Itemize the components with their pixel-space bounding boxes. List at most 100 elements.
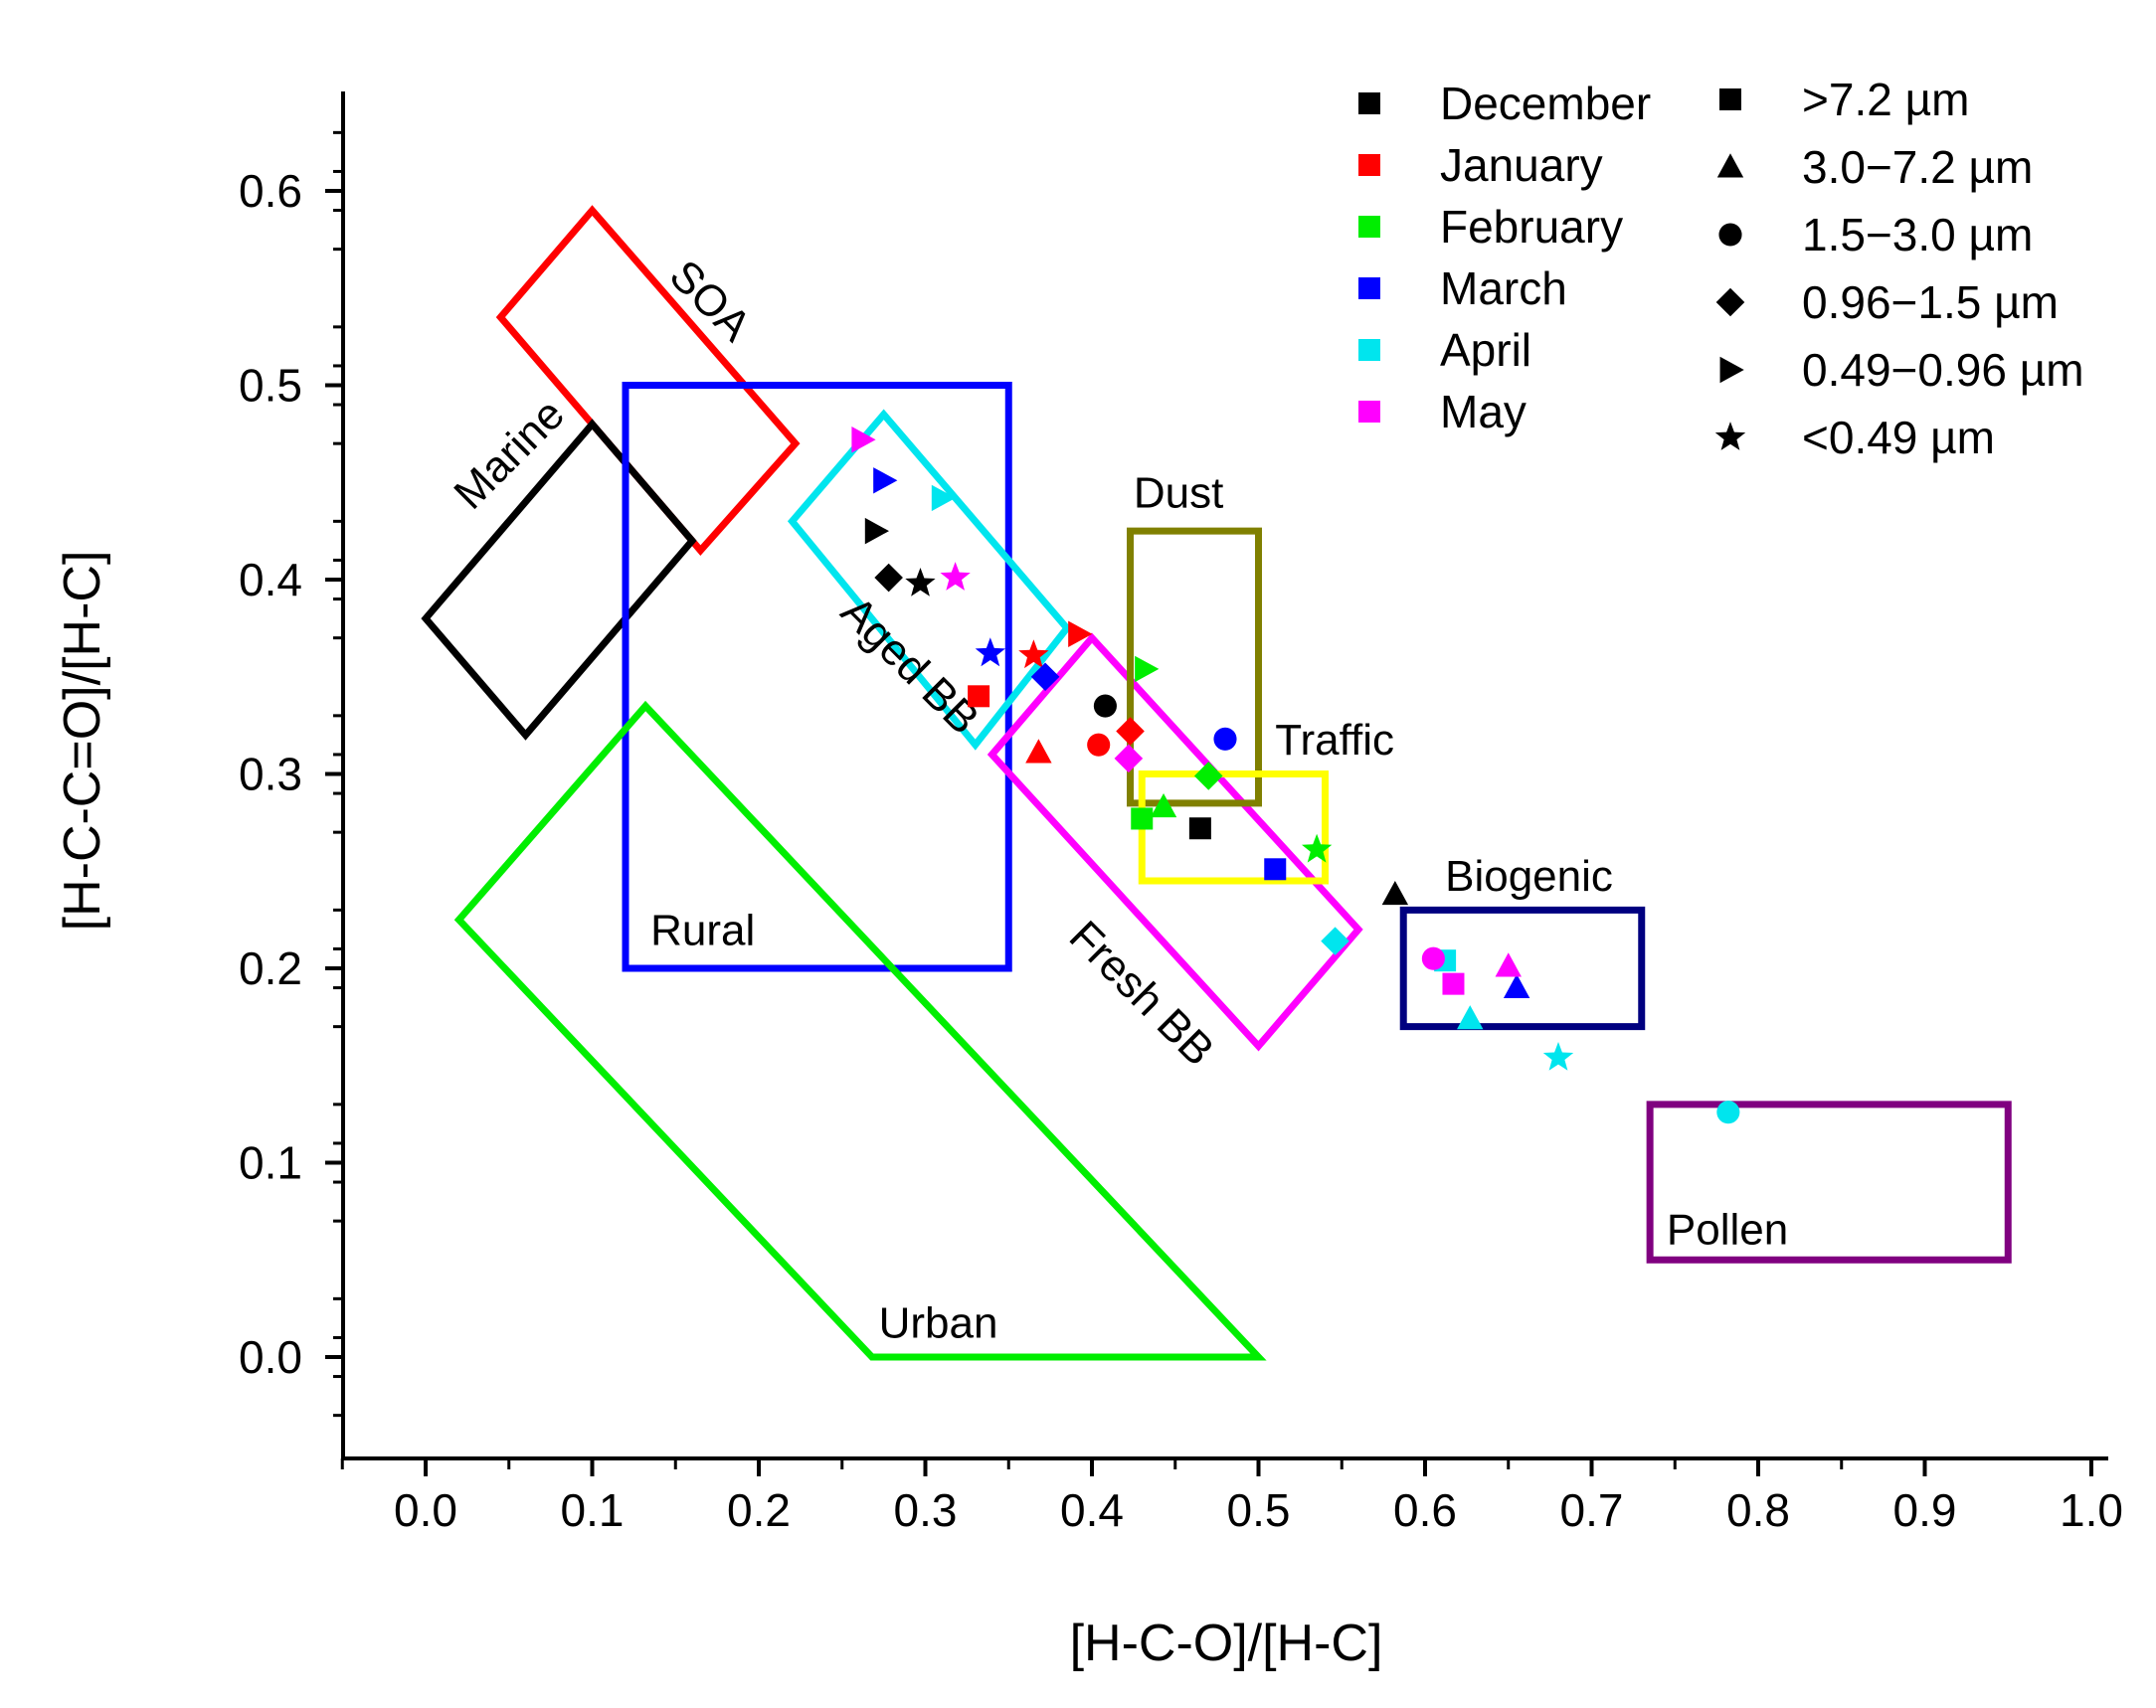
region-label-rural: Rural	[650, 907, 755, 955]
legend-marker-may	[1358, 401, 1380, 423]
legend-marker-february	[1358, 216, 1380, 238]
region-label-dust: Dust	[1134, 469, 1223, 518]
region-urban	[453, 700, 1267, 1361]
legend-size-label-4: 0.96−1.5 µm	[1802, 276, 2059, 328]
data-point-april-diamond	[1321, 927, 1349, 955]
data-point-january-square	[968, 685, 990, 708]
legend-size-marker-right-triangle	[1719, 356, 1744, 384]
data-point-april-triangle	[1457, 1005, 1484, 1030]
legend: December January February March April May >7.2…	[1358, 74, 2084, 463]
legend-label-january: January	[1440, 139, 1603, 191]
legend-size-marker-circle	[1718, 223, 1742, 247]
legend-size-label-1: >7.2 µm	[1802, 74, 1969, 125]
data-point-january-circle	[1087, 733, 1111, 757]
legend-label-december: December	[1440, 78, 1651, 129]
data-point-march-star	[975, 637, 1005, 667]
y-axis-title: [H-C-C=O]/[H-C]	[54, 551, 111, 932]
legend-marker-march	[1358, 277, 1380, 299]
data-point-december-circle	[1093, 694, 1117, 718]
legend-size-label-5: 0.49−0.96 µm	[1802, 344, 2084, 396]
x-tick-label-0-1: 0.1	[561, 1484, 625, 1536]
region-biogenic	[1399, 906, 1646, 1031]
legend-marker-january	[1358, 154, 1380, 176]
data-point-march-right-triangle	[873, 467, 898, 494]
x-tick-label-0-4: 0.4	[1060, 1484, 1124, 1536]
y-tick-label-0-0: 0.0	[239, 1331, 302, 1383]
y-tick-label-0-4: 0.4	[239, 554, 302, 605]
region-label-pollen: Pollen	[1667, 1206, 1788, 1255]
region-fresh-bb	[987, 632, 1363, 1052]
data-point-january-right-triangle	[1068, 620, 1093, 647]
data-point-march-triangle	[1503, 973, 1530, 998]
tick-layer: 0.0 0.1 0.2 0.3 0.4 0.5 0.6 0.7 0.8 0.9 1.0 0.0 0.1 0…	[239, 130, 2123, 1536]
x-tick-label-0-6: 0.6	[1393, 1484, 1457, 1536]
y-tick-label-0-3: 0.3	[239, 749, 302, 800]
data-point-february-star	[1302, 833, 1333, 863]
x-tick-label-0-7: 0.7	[1560, 1484, 1624, 1536]
x-tick-label-0-8: 0.8	[1726, 1484, 1790, 1536]
data-point-march-square	[1264, 858, 1287, 881]
data-point-january-diamond	[1116, 717, 1145, 746]
legend-label-february: February	[1440, 201, 1623, 253]
data-point-may-star	[940, 562, 971, 591]
region-dust	[1127, 527, 1262, 807]
legend-size-label-2: 3.0−7.2 µm	[1802, 141, 2033, 193]
region-label-biogenic: Biogenic	[1445, 852, 1613, 901]
x-tick-label-0-2: 0.2	[727, 1484, 791, 1536]
data-point-february-right-triangle	[1135, 655, 1160, 683]
data-point-april-right-triangle	[931, 484, 956, 512]
region-rural	[622, 382, 1012, 972]
legend-marker-april	[1358, 339, 1380, 361]
legend-size-label-6: <0.49 µm	[1802, 412, 1995, 463]
region-label-traffic: Traffic	[1275, 716, 1394, 765]
region-label-marine: Marine	[445, 390, 574, 519]
x-tick-label-1-0: 1.0	[2060, 1484, 2123, 1536]
x-axis-title: [H-C-O]/[H-C]	[1070, 1615, 1383, 1672]
legend-size-marker-square	[1719, 88, 1741, 110]
region-soa	[495, 205, 801, 556]
legend-size-marker-triangle	[1716, 153, 1744, 178]
data-point-december-right-triangle	[864, 517, 889, 545]
x-tick-label-0-0: 0.0	[394, 1484, 457, 1536]
legend-size-marker-star	[1714, 422, 1746, 450]
data-point-january-triangle	[1025, 739, 1052, 764]
data-point-may-triangle	[1495, 952, 1522, 977]
data-point-january-star	[1018, 639, 1049, 669]
data-point-december-star	[905, 568, 936, 597]
data-point-february-triangle	[1150, 792, 1177, 818]
data-point-april-circle	[1716, 1101, 1740, 1124]
data-point-march-circle	[1213, 727, 1237, 751]
data-point-march-diamond	[1030, 662, 1060, 692]
region-label-fresh-bb: Fresh BB	[1060, 912, 1223, 1075]
data-point-december-square	[1188, 817, 1211, 840]
legend-label-march: March	[1440, 262, 1567, 314]
legend-label-april: April	[1440, 324, 1531, 376]
data-point-may-diamond	[1114, 744, 1144, 773]
legend-size-marker-diamond	[1715, 287, 1745, 317]
x-tick-label-0-3: 0.3	[894, 1484, 958, 1536]
y-tick-label-0-1: 0.1	[239, 1137, 302, 1189]
x-tick-label-0-9: 0.9	[1893, 1484, 1957, 1536]
data-point-layer	[851, 427, 1740, 1124]
x-tick-label-0-5: 0.5	[1227, 1484, 1291, 1536]
data-point-may-square	[1442, 972, 1465, 995]
data-point-february-square	[1131, 807, 1154, 830]
y-tick-label-0-6: 0.6	[239, 165, 302, 217]
data-point-december-triangle	[1381, 880, 1409, 906]
legend-marker-december	[1358, 92, 1380, 114]
legend-label-may: May	[1440, 386, 1527, 437]
region-pollen	[1646, 1101, 2012, 1264]
y-tick-label-0-2: 0.2	[239, 942, 302, 994]
data-point-may-circle	[1421, 946, 1445, 970]
region-label-aged-bb: Aged BB	[831, 588, 988, 744]
region-marine	[421, 419, 697, 741]
data-point-december-diamond	[874, 563, 903, 593]
data-point-february-diamond	[1193, 762, 1223, 790]
y-tick-label-0-5: 0.5	[239, 360, 302, 412]
legend-size-label-3: 1.5−3.0 µm	[1802, 209, 2033, 260]
data-point-may-right-triangle	[851, 427, 876, 453]
data-point-april-star	[1542, 1042, 1574, 1071]
region-label-urban: Urban	[879, 1298, 998, 1347]
